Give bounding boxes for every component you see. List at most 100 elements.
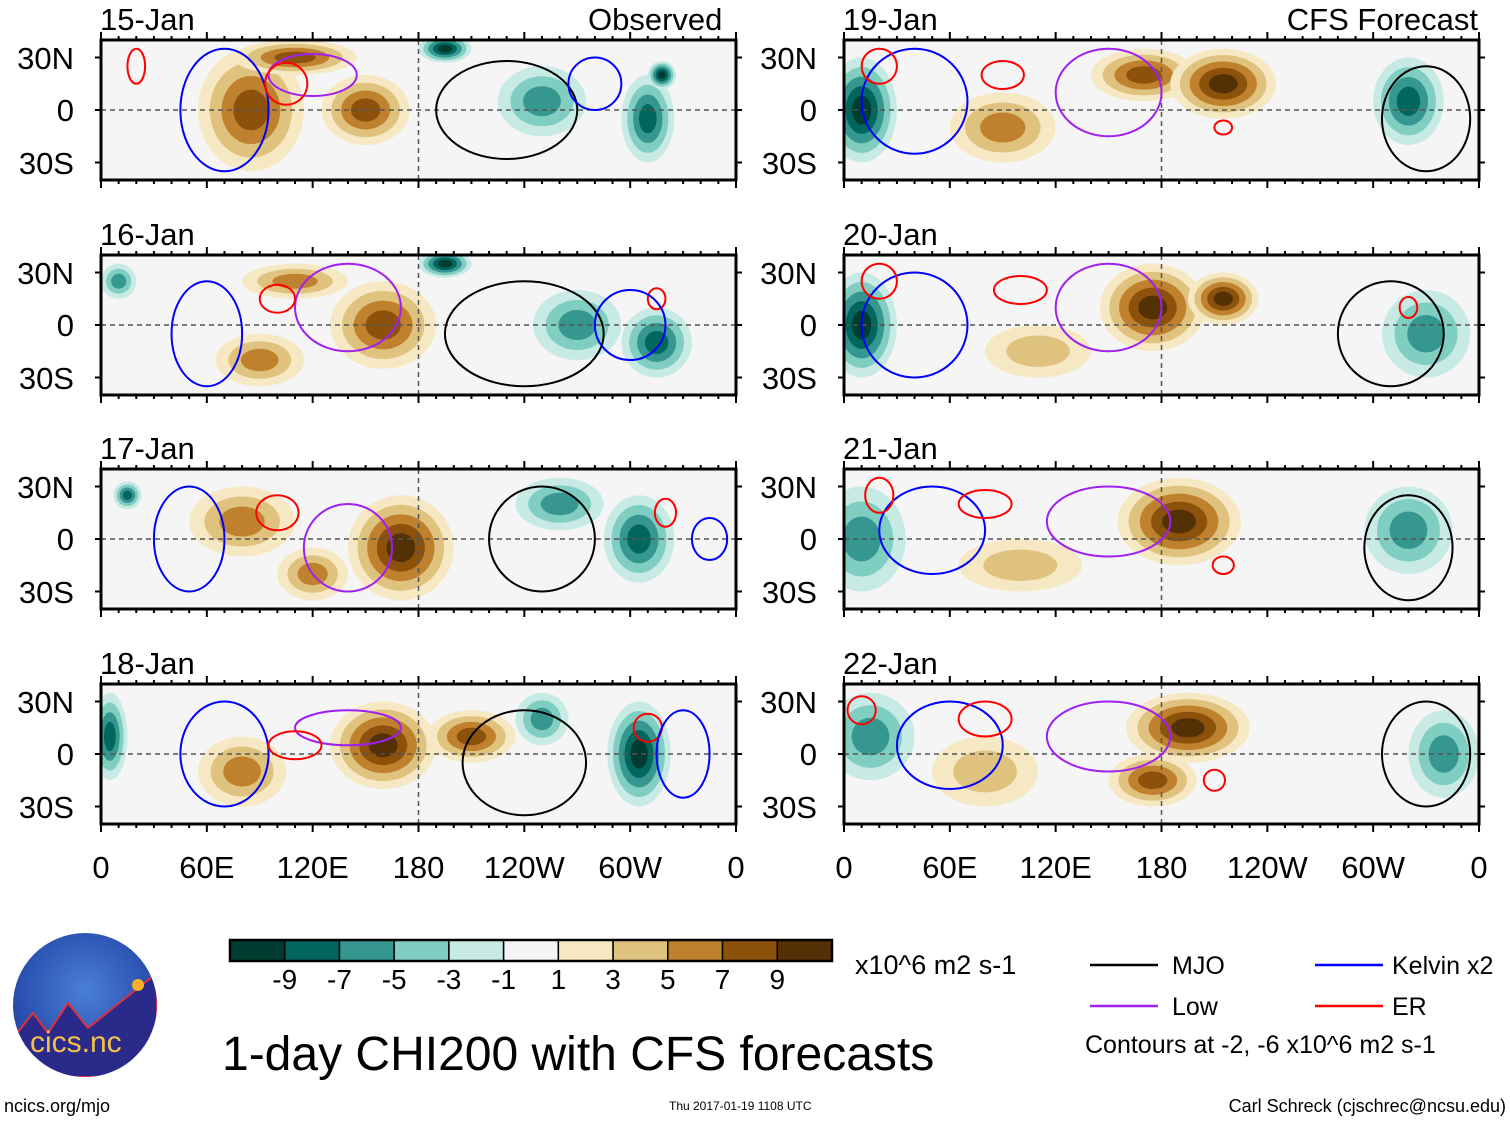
colorbar-swatch xyxy=(283,939,341,962)
low-contour xyxy=(294,709,402,747)
kelvin-contour xyxy=(179,700,270,808)
low-contour xyxy=(1045,485,1172,558)
y-tick-label: 30N xyxy=(760,684,817,720)
mjo-contour xyxy=(488,485,596,593)
kelvin-contour xyxy=(593,289,667,361)
er-contour xyxy=(957,700,1013,738)
y-tick-label: 30S xyxy=(18,360,74,396)
y-tick-label: 0 xyxy=(56,308,74,343)
er-contour xyxy=(653,497,678,528)
anomaly-contour-fill xyxy=(233,89,269,131)
kelvin-contour xyxy=(690,517,729,561)
anomaly-contour-fill xyxy=(1126,66,1162,84)
kelvin-contour xyxy=(895,700,1004,790)
mjo-contour xyxy=(1336,280,1445,388)
mjo-contour xyxy=(435,60,579,160)
kelvin-contour xyxy=(860,271,969,379)
kelvin-contour xyxy=(179,47,270,173)
y-tick-label: 30N xyxy=(760,40,817,76)
y-tick-label: 0 xyxy=(56,737,74,772)
anomaly-contour-fill xyxy=(1389,511,1428,549)
footer-timestamp: Thu 2017-01-19 1108 UTC xyxy=(669,1099,812,1113)
mjo-contour xyxy=(1380,700,1472,808)
colorbar-swatch xyxy=(557,939,614,962)
colorbar-label: -7 xyxy=(327,964,352,995)
x-tick-label: 0 xyxy=(92,850,110,885)
x-tick-label: 120E xyxy=(1019,850,1092,885)
anomaly-contour-fill xyxy=(1396,86,1421,116)
anomaly-contour-fill xyxy=(1171,718,1205,738)
colorbar-label: 9 xyxy=(769,964,786,995)
er-contour xyxy=(267,730,323,761)
low-contour xyxy=(294,262,402,353)
y-tick-label: 30N xyxy=(17,255,74,291)
cics-logo: cics.nc xyxy=(13,933,157,1077)
colorbar-label: -5 xyxy=(381,964,407,995)
map-panel-18-Jan xyxy=(95,676,742,832)
y-tick-label: 30N xyxy=(760,255,817,291)
legend-er: ER xyxy=(1392,993,1427,1021)
mountain-icon xyxy=(13,971,157,1077)
anomaly-contour-fill xyxy=(630,739,648,769)
colorbar-swatch xyxy=(393,939,450,962)
anomaly-contour-fill xyxy=(1006,335,1070,367)
anomaly-contour-fill xyxy=(103,721,116,752)
anomaly-contour-fill xyxy=(638,104,657,134)
x-tick-label: 60E xyxy=(179,850,235,885)
er-contour xyxy=(1202,768,1226,792)
forecast-header: CFS Forecast xyxy=(1286,2,1478,37)
anomaly-contour-fill xyxy=(1407,315,1445,353)
legend-low: Low xyxy=(1172,993,1218,1021)
map-panel-20-Jan xyxy=(838,247,1485,403)
y-tick-label: 30S xyxy=(18,574,74,610)
x-tick-label: 60E xyxy=(922,850,978,885)
anomaly-contour-fill xyxy=(437,44,453,53)
y-tick-label: 0 xyxy=(56,522,74,557)
kelvin-contour xyxy=(655,709,711,799)
low-contour xyxy=(267,53,358,97)
map-panel-15-Jan xyxy=(95,32,742,188)
er-contour xyxy=(1211,555,1235,575)
mjo-contour xyxy=(443,280,605,388)
anomaly-contour-fill xyxy=(980,112,1026,143)
anomaly-contour-fill xyxy=(658,71,666,79)
low-contour xyxy=(1054,262,1163,353)
er-contour xyxy=(646,287,667,311)
anomaly-contour-fill xyxy=(1213,291,1233,306)
anomaly-contour-fill xyxy=(1208,74,1238,94)
colorbar-swatch xyxy=(502,939,560,962)
y-tick-label: 0 xyxy=(799,93,817,128)
x-tick-label: 0 xyxy=(727,850,745,885)
map-panel-17-Jan xyxy=(95,461,742,617)
colorbar-swatch xyxy=(448,939,505,962)
er-contour xyxy=(864,476,895,514)
colorbar-label: 5 xyxy=(660,964,676,995)
footer-url[interactable]: ncics.org/mjo xyxy=(4,1096,111,1116)
panel-date-label: 20-Jan xyxy=(843,217,938,252)
anomaly-contour-fill xyxy=(983,549,1058,581)
colorbar-swatch xyxy=(721,939,779,962)
x-tick-label: 120W xyxy=(483,850,565,885)
anomaly-contour-fill xyxy=(111,273,127,289)
panel-date-label: 16-Jan xyxy=(100,217,195,252)
x-tick-label: 120W xyxy=(1226,850,1308,885)
anomaly-contour-fill xyxy=(1137,771,1168,789)
panel-date-label: 19-Jan xyxy=(843,2,938,37)
er-contour xyxy=(846,695,877,726)
colorbar-swatch xyxy=(229,939,286,962)
legend-kelvin: Kelvin x2 xyxy=(1392,952,1494,980)
y-tick-label: 30S xyxy=(761,789,817,825)
map-panel-16-Jan xyxy=(95,247,742,403)
x-tick-label: 60W xyxy=(598,850,663,885)
legend-mjo: MJO xyxy=(1172,952,1225,980)
contour-note: Contours at -2, -6 x10^6 m2 s-1 xyxy=(1085,1031,1436,1059)
colorbar-swatch xyxy=(776,939,833,962)
er-contour xyxy=(957,489,1013,519)
x-tick-label: 180 xyxy=(392,850,445,885)
colorbar-label: 3 xyxy=(605,964,621,995)
panel-date-label: 21-Jan xyxy=(843,431,938,466)
y-tick-label: 30N xyxy=(17,469,74,505)
er-contour xyxy=(1213,119,1234,136)
colorbar-label: 1 xyxy=(550,964,567,995)
